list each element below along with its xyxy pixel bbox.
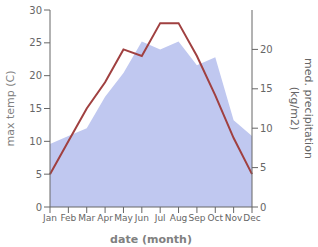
svg-text:25: 25 bbox=[29, 37, 42, 48]
svg-text:Aug: Aug bbox=[170, 213, 188, 223]
svg-text:Jan: Jan bbox=[42, 213, 57, 223]
svg-text:date (month): date (month) bbox=[110, 233, 192, 246]
svg-text:15: 15 bbox=[29, 103, 42, 114]
svg-text:max temp (C): max temp (C) bbox=[8, 70, 17, 146]
svg-text:Feb: Feb bbox=[60, 213, 76, 223]
svg-text:10: 10 bbox=[260, 123, 273, 134]
svg-text:30: 30 bbox=[29, 5, 42, 16]
svg-text:0: 0 bbox=[36, 202, 42, 213]
svg-text:Oct: Oct bbox=[207, 213, 223, 223]
svg-text:med. precipitation(kg/m2): med. precipitation(kg/m2) bbox=[288, 58, 310, 159]
svg-text:20: 20 bbox=[29, 70, 42, 81]
svg-text:Jun: Jun bbox=[134, 213, 149, 223]
svg-text:20: 20 bbox=[260, 44, 273, 55]
svg-text:Jul: Jul bbox=[154, 213, 166, 223]
svg-text:0: 0 bbox=[260, 202, 266, 213]
svg-text:Dec: Dec bbox=[243, 213, 260, 223]
svg-text:Sep: Sep bbox=[188, 213, 205, 223]
svg-text:5: 5 bbox=[36, 169, 42, 180]
svg-text:5: 5 bbox=[260, 162, 266, 173]
svg-text:Nov: Nov bbox=[225, 213, 243, 223]
svg-text:May: May bbox=[114, 213, 133, 223]
svg-text:15: 15 bbox=[260, 83, 273, 94]
svg-text:Apr: Apr bbox=[97, 213, 113, 223]
svg-text:10: 10 bbox=[29, 136, 42, 147]
svg-text:Mar: Mar bbox=[78, 213, 95, 223]
